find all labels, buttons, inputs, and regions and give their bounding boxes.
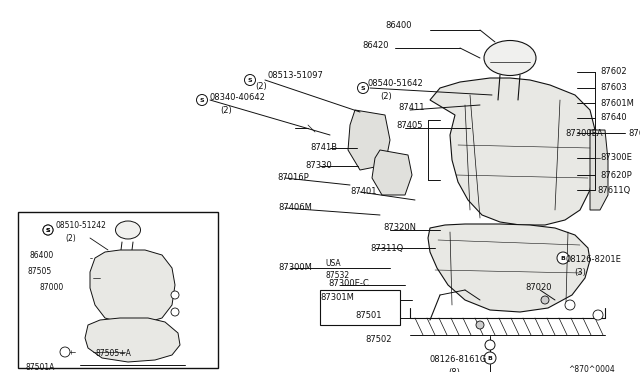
Text: 87406M: 87406M <box>278 203 312 212</box>
Text: 87501: 87501 <box>355 311 381 320</box>
Text: 87505+A: 87505+A <box>95 349 131 357</box>
Text: 08513-51097: 08513-51097 <box>268 71 324 80</box>
Text: 87601M: 87601M <box>600 99 634 108</box>
Text: (2): (2) <box>380 92 392 100</box>
Circle shape <box>171 291 179 299</box>
Text: 87602: 87602 <box>600 67 627 77</box>
Text: 87532: 87532 <box>325 270 349 279</box>
Text: 08540-51642: 08540-51642 <box>368 78 424 87</box>
Text: 87311Q: 87311Q <box>370 244 403 253</box>
Circle shape <box>557 252 569 264</box>
Text: 87405: 87405 <box>396 121 422 129</box>
Text: 87301M: 87301M <box>320 294 354 302</box>
Polygon shape <box>85 318 180 362</box>
Ellipse shape <box>115 221 141 239</box>
Text: B: B <box>561 256 565 260</box>
Circle shape <box>43 225 53 235</box>
Circle shape <box>565 300 575 310</box>
Text: S: S <box>248 77 252 83</box>
Text: (2): (2) <box>255 83 267 92</box>
Circle shape <box>60 347 70 357</box>
Text: ^870^0004: ^870^0004 <box>568 366 615 372</box>
Polygon shape <box>348 110 390 170</box>
Text: 86420: 86420 <box>362 41 388 49</box>
Circle shape <box>541 296 549 304</box>
Text: 87300EA: 87300EA <box>565 128 603 138</box>
Circle shape <box>484 352 496 364</box>
Circle shape <box>196 94 207 106</box>
Text: 87016P: 87016P <box>277 173 308 183</box>
Ellipse shape <box>484 41 536 76</box>
Text: (3): (3) <box>574 267 586 276</box>
Circle shape <box>358 83 369 93</box>
Text: 87020: 87020 <box>525 283 552 292</box>
Text: 86400: 86400 <box>30 250 54 260</box>
Circle shape <box>43 225 53 235</box>
Text: 87505: 87505 <box>28 267 52 276</box>
Text: 08510-51242: 08510-51242 <box>55 221 106 230</box>
Text: 08126-8161G: 08126-8161G <box>430 356 487 365</box>
Text: 87411: 87411 <box>398 103 424 112</box>
Text: S: S <box>45 228 51 232</box>
Text: 87620P: 87620P <box>600 170 632 180</box>
Text: 87320N: 87320N <box>383 224 416 232</box>
Text: 87611Q: 87611Q <box>597 186 630 195</box>
Text: 8741B: 8741B <box>310 144 337 153</box>
Text: (2): (2) <box>65 234 76 243</box>
Text: 87502: 87502 <box>365 336 392 344</box>
Polygon shape <box>430 78 595 225</box>
Text: 87603: 87603 <box>600 83 627 93</box>
Text: 08126-8201E: 08126-8201E <box>566 256 622 264</box>
Text: USA: USA <box>325 259 340 267</box>
Polygon shape <box>428 224 590 312</box>
Text: (2): (2) <box>220 106 232 115</box>
Text: 08340-40642: 08340-40642 <box>210 93 266 102</box>
Circle shape <box>485 340 495 350</box>
Circle shape <box>171 308 179 316</box>
Text: 87640: 87640 <box>600 113 627 122</box>
Text: S: S <box>200 97 204 103</box>
Bar <box>18 212 218 368</box>
Text: S: S <box>45 228 51 232</box>
Text: S: S <box>361 86 365 90</box>
Polygon shape <box>590 130 608 210</box>
Polygon shape <box>90 250 175 323</box>
Text: 87330: 87330 <box>305 160 332 170</box>
Text: 87300E: 87300E <box>600 154 632 163</box>
Text: 87600M: 87600M <box>628 128 640 138</box>
Text: 87300M: 87300M <box>278 263 312 273</box>
Bar <box>320 290 400 325</box>
Polygon shape <box>372 150 412 195</box>
Circle shape <box>476 321 484 329</box>
Text: 86400: 86400 <box>385 20 412 29</box>
Text: 87401: 87401 <box>350 187 376 196</box>
Circle shape <box>244 74 255 86</box>
Text: (8): (8) <box>448 369 460 372</box>
Circle shape <box>593 310 603 320</box>
Text: 87000: 87000 <box>40 283 64 292</box>
Text: 87501A: 87501A <box>25 363 54 372</box>
Text: B: B <box>488 356 492 360</box>
Text: 87300E-C: 87300E-C <box>328 279 369 288</box>
